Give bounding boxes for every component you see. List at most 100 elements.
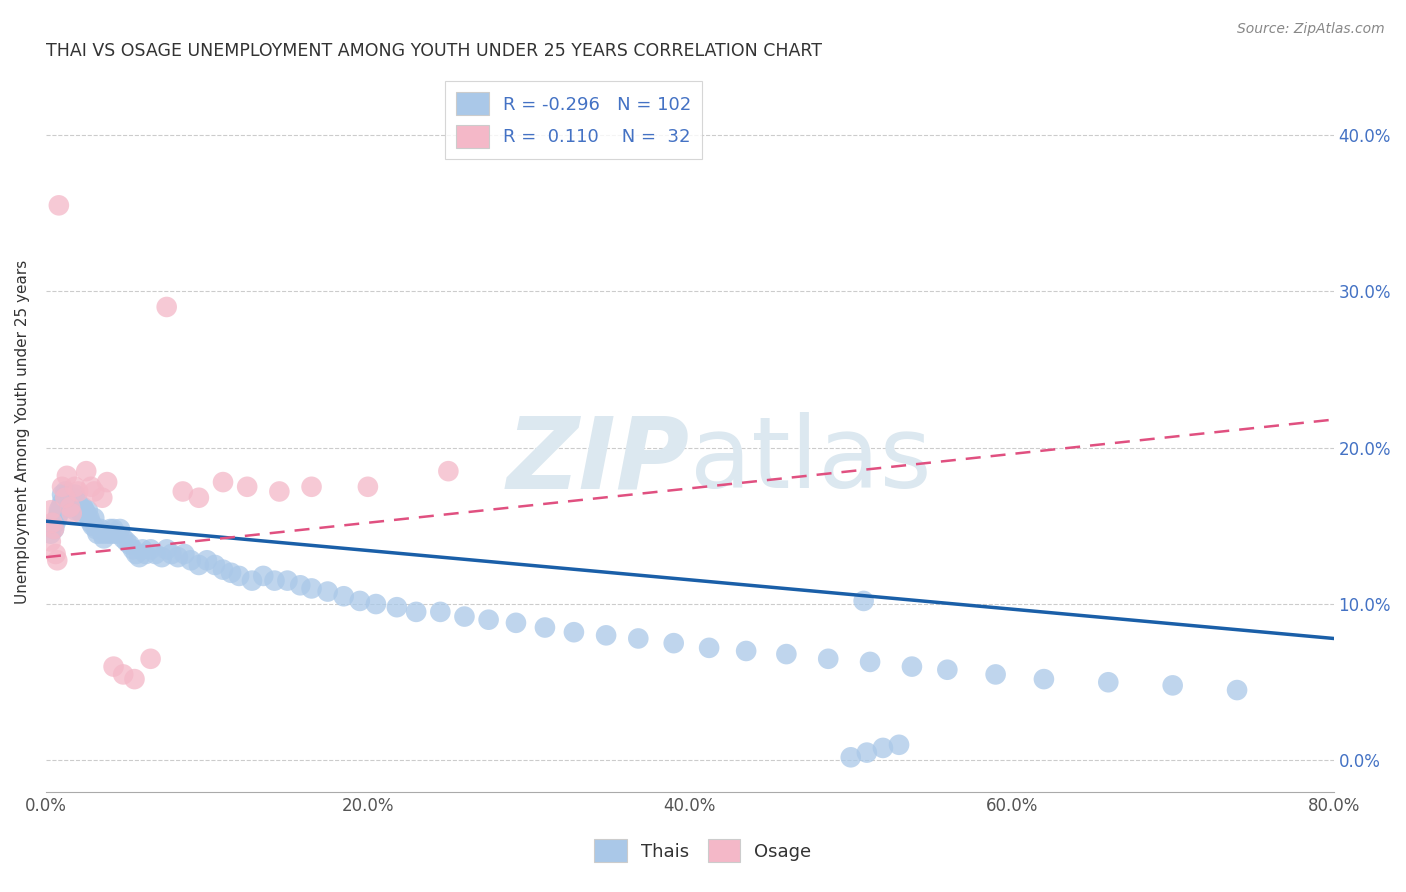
Point bbox=[75, 507, 97, 521]
Point bbox=[91, 491, 114, 505]
Point bbox=[301, 582, 323, 596]
Point bbox=[91, 526, 114, 541]
Point bbox=[150, 550, 173, 565]
Point bbox=[735, 644, 758, 658]
Point bbox=[364, 597, 387, 611]
Point bbox=[39, 526, 62, 541]
Point bbox=[1097, 675, 1119, 690]
Point bbox=[70, 507, 93, 521]
Point bbox=[59, 495, 82, 509]
Point bbox=[349, 594, 371, 608]
Point bbox=[453, 609, 475, 624]
Point bbox=[105, 526, 128, 541]
Point bbox=[67, 495, 90, 509]
Point bbox=[48, 507, 70, 521]
Point bbox=[228, 569, 250, 583]
Point bbox=[80, 480, 103, 494]
Point bbox=[112, 532, 135, 546]
Point bbox=[887, 738, 910, 752]
Text: ZIP: ZIP bbox=[506, 412, 690, 509]
Point bbox=[93, 532, 115, 546]
Point bbox=[41, 516, 63, 530]
Point bbox=[46, 511, 69, 525]
Point bbox=[429, 605, 451, 619]
Point bbox=[901, 659, 924, 673]
Point bbox=[103, 522, 125, 536]
Point bbox=[59, 500, 82, 515]
Point bbox=[65, 500, 87, 515]
Point bbox=[301, 480, 323, 494]
Point bbox=[60, 495, 83, 509]
Point bbox=[290, 578, 312, 592]
Point bbox=[263, 574, 285, 588]
Point bbox=[84, 522, 107, 536]
Legend: R = -0.296   N = 102, R =  0.110    N =  32: R = -0.296 N = 102, R = 0.110 N = 32 bbox=[446, 81, 703, 159]
Point bbox=[56, 487, 79, 501]
Point bbox=[103, 659, 125, 673]
Point bbox=[316, 584, 339, 599]
Point bbox=[160, 547, 183, 561]
Point bbox=[167, 550, 190, 565]
Point bbox=[236, 480, 259, 494]
Point bbox=[80, 516, 103, 530]
Point bbox=[69, 503, 91, 517]
Point bbox=[936, 663, 959, 677]
Point bbox=[86, 526, 108, 541]
Legend: Thais, Osage: Thais, Osage bbox=[588, 832, 818, 870]
Point bbox=[90, 522, 112, 536]
Point bbox=[48, 198, 70, 212]
Point bbox=[172, 484, 194, 499]
Point bbox=[125, 547, 148, 561]
Point bbox=[45, 547, 67, 561]
Point bbox=[60, 507, 83, 521]
Point bbox=[96, 475, 118, 489]
Point bbox=[817, 652, 839, 666]
Point bbox=[108, 522, 131, 536]
Point bbox=[128, 550, 150, 565]
Text: atlas: atlas bbox=[690, 412, 931, 509]
Point bbox=[112, 667, 135, 681]
Point bbox=[385, 600, 408, 615]
Point bbox=[872, 740, 894, 755]
Point bbox=[101, 526, 124, 541]
Y-axis label: Unemployment Among Youth under 25 years: Unemployment Among Youth under 25 years bbox=[15, 260, 30, 604]
Point bbox=[59, 500, 82, 515]
Point bbox=[156, 542, 179, 557]
Point bbox=[1226, 683, 1249, 698]
Point bbox=[124, 672, 146, 686]
Point bbox=[332, 589, 354, 603]
Point bbox=[180, 553, 202, 567]
Point bbox=[76, 503, 98, 517]
Point bbox=[478, 613, 501, 627]
Point bbox=[1161, 678, 1184, 692]
Point bbox=[187, 491, 209, 505]
Point bbox=[505, 615, 527, 630]
Text: Source: ZipAtlas.com: Source: ZipAtlas.com bbox=[1237, 22, 1385, 37]
Point bbox=[775, 647, 797, 661]
Point bbox=[115, 534, 138, 549]
Point bbox=[156, 300, 179, 314]
Point bbox=[212, 563, 235, 577]
Point bbox=[405, 605, 427, 619]
Point bbox=[45, 516, 67, 530]
Point bbox=[195, 553, 218, 567]
Point bbox=[67, 484, 90, 499]
Point bbox=[357, 480, 380, 494]
Point bbox=[63, 487, 86, 501]
Point bbox=[83, 484, 105, 499]
Point bbox=[173, 547, 195, 561]
Point bbox=[595, 628, 617, 642]
Point bbox=[856, 746, 879, 760]
Point bbox=[269, 484, 291, 499]
Point bbox=[51, 495, 73, 509]
Point bbox=[96, 526, 118, 541]
Point bbox=[1032, 672, 1054, 686]
Point bbox=[53, 484, 76, 499]
Point bbox=[56, 468, 79, 483]
Point bbox=[62, 491, 84, 505]
Point bbox=[51, 480, 73, 494]
Point bbox=[53, 491, 76, 505]
Point bbox=[212, 475, 235, 489]
Point bbox=[252, 569, 274, 583]
Point bbox=[145, 547, 167, 561]
